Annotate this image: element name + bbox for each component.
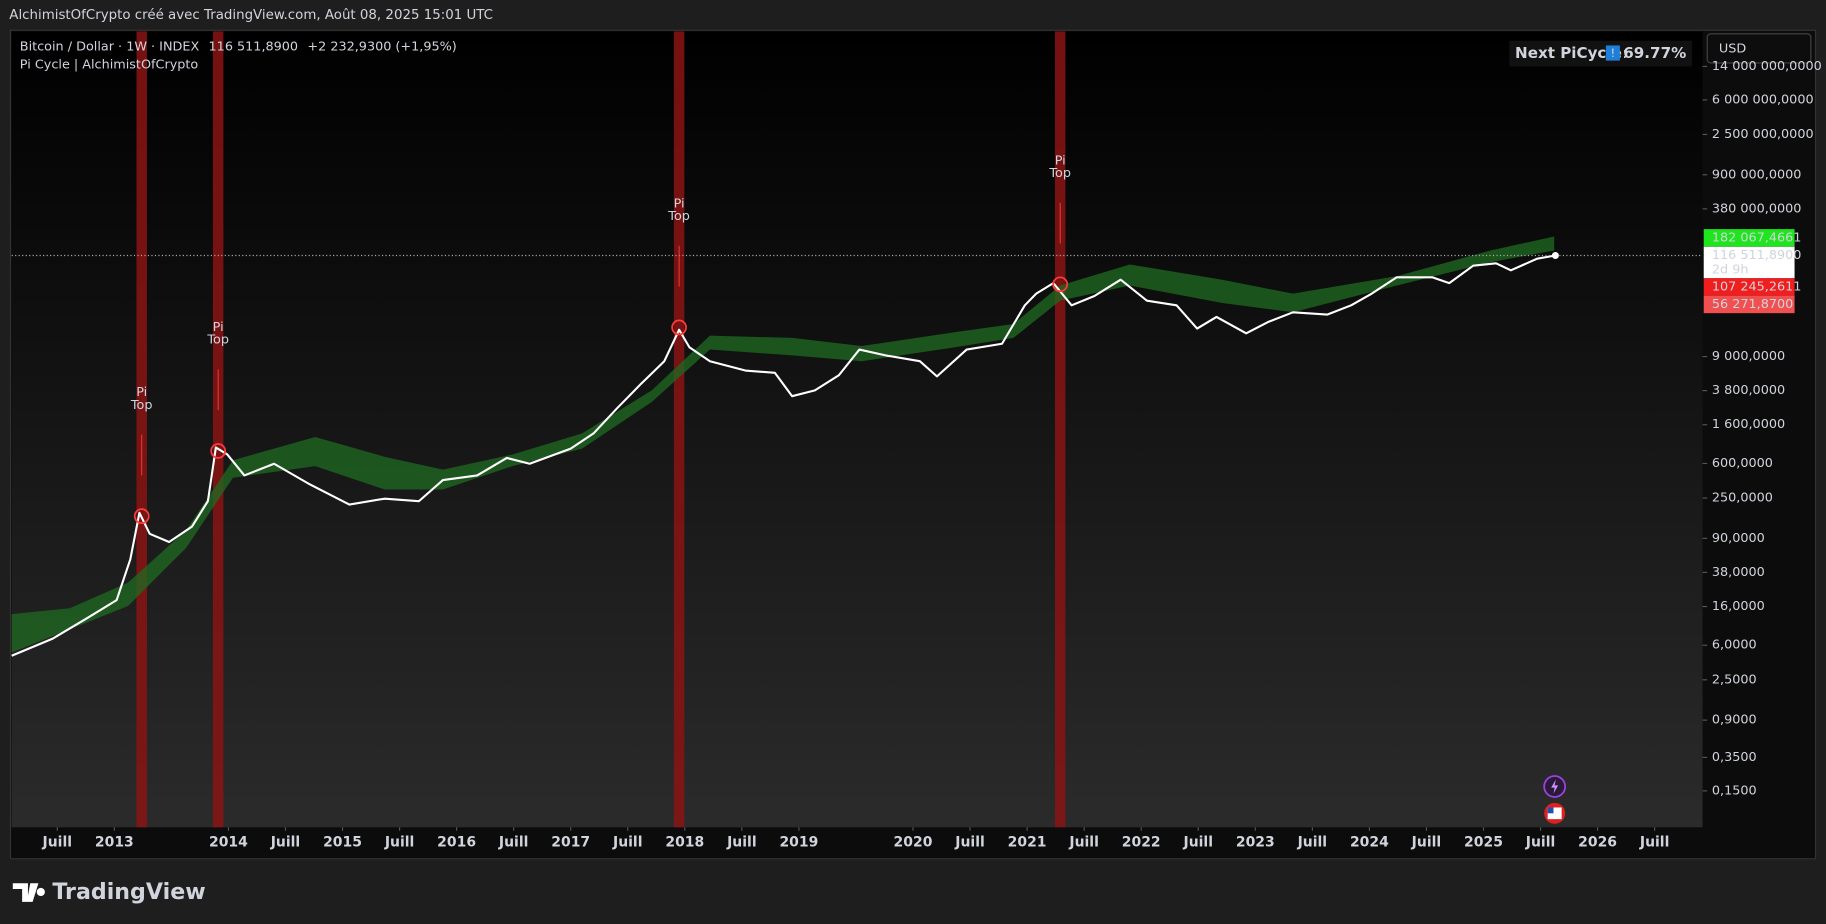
x-tick-label: 2024 xyxy=(1350,834,1389,850)
y-tick-label: 9 000,0000 xyxy=(1712,349,1785,364)
price-label-bg xyxy=(1703,295,1795,314)
x-tick-label: Juill xyxy=(42,834,73,850)
pi-top-marker xyxy=(210,443,227,459)
y-tick-label: 600,0000 xyxy=(1712,456,1773,471)
logo-mark xyxy=(12,883,45,902)
price-label: 107 245,2611 xyxy=(1712,279,1802,294)
pi-top-marker xyxy=(671,319,687,336)
y-tick-label: 1 600,0000 xyxy=(1712,417,1785,432)
y-tick-label: 6,0000 xyxy=(1712,638,1757,653)
x-tick-label: Juill xyxy=(384,834,415,850)
y-tick-label: 90,0000 xyxy=(1712,531,1765,546)
change: +2 232,9300 (+1,95%) xyxy=(307,39,456,54)
y-tick-label: 14 000 000,0000 xyxy=(1712,59,1822,74)
next-icon-bg xyxy=(1605,45,1620,61)
y-tick-label: 2,5000 xyxy=(1712,672,1757,687)
x-tick-label: Juill xyxy=(1525,834,1556,850)
x-tick-label: 2021 xyxy=(1008,834,1047,850)
next-icon: ! xyxy=(1611,46,1616,60)
price-label-sub: 2d 9h xyxy=(1712,263,1749,278)
pi-top-bar xyxy=(673,31,685,828)
pi-top-label: Pi xyxy=(213,320,224,335)
x-tick-label: Juill xyxy=(498,834,529,850)
price-label-bg xyxy=(1703,246,1795,279)
y-tick-label: 0,3500 xyxy=(1712,750,1757,765)
symbol: Bitcoin / Dollar · 1W · INDEX xyxy=(20,39,200,54)
currency-button[interactable] xyxy=(1706,33,1812,64)
legend-line: Bitcoin / Dollar · 1W · INDEX 116 511,890… xyxy=(20,39,457,54)
pi-top-label: Top xyxy=(130,398,153,413)
pi-top-bar xyxy=(212,31,224,828)
x-tick-label: 2017 xyxy=(551,834,590,850)
pi-top-label: Pi xyxy=(674,196,685,211)
x-tick-label: Juill xyxy=(726,834,757,850)
indicator-name: Pi Cycle | AlchimistOfCrypto xyxy=(20,58,199,73)
price: 116 511,8900 xyxy=(209,39,299,54)
x-tick-label: Juill xyxy=(954,834,985,850)
x-tick-label: Juill xyxy=(270,834,301,850)
last-point xyxy=(1551,251,1559,259)
x-tick-label: Juill xyxy=(1411,834,1442,850)
price-label-bg xyxy=(1703,278,1795,296)
x-tick-label: 2025 xyxy=(1464,834,1503,850)
flag xyxy=(1547,807,1562,820)
y-tick-label: 250,0000 xyxy=(1712,491,1773,506)
pi-top-label: Top xyxy=(206,333,229,348)
caption: AlchimistOfCrypto créé avec TradingView.… xyxy=(9,7,493,23)
brand: TradingView xyxy=(52,879,205,905)
lightning xyxy=(1551,779,1559,794)
next-label: Next PiCycle xyxy=(1515,44,1622,62)
x-tick-label: 2014 xyxy=(209,834,248,850)
flag-canton xyxy=(1547,807,1554,814)
x-tick-label: Juill xyxy=(1182,834,1213,850)
pi-top-label: Top xyxy=(667,209,690,224)
price-label: 182 067,4661 xyxy=(1712,230,1802,245)
pi-top-marker xyxy=(133,508,150,525)
price-line xyxy=(11,254,1556,657)
x-tick-label: 2019 xyxy=(779,834,818,850)
price-label: 116 511,8900 xyxy=(1712,248,1802,263)
y-tick-label: 6 000 000,0000 xyxy=(1712,92,1814,107)
x-tick-label: 2022 xyxy=(1122,834,1161,850)
next-value: 69.77% xyxy=(1623,44,1686,62)
pi-top-bar xyxy=(1054,31,1066,828)
y-tick-label: 3 800,0000 xyxy=(1712,383,1785,398)
x-tick-label: 2013 xyxy=(95,834,134,850)
price-label-bg xyxy=(1703,229,1795,247)
next-picycle-box xyxy=(1509,40,1693,67)
y-tick-label: 38,0000 xyxy=(1712,565,1765,580)
x-tick-label: 2016 xyxy=(437,834,476,850)
pi-top-bar xyxy=(136,31,147,828)
x-tick-label: 2026 xyxy=(1578,834,1617,850)
y-tick-label: 0,9000 xyxy=(1712,713,1757,728)
pi-top-label: Pi xyxy=(1055,153,1066,168)
plot-area xyxy=(11,31,1703,828)
pi-top-marker xyxy=(1052,276,1069,293)
y-tick-label: 16,0000 xyxy=(1712,599,1765,614)
x-tick-label: Juill xyxy=(1068,834,1099,850)
y-tick-label: 900 000,0000 xyxy=(1712,167,1802,182)
y-tick-label: 0,1500 xyxy=(1712,783,1757,798)
x-tick-label: Juill xyxy=(1297,834,1328,850)
pi-top-label: Pi xyxy=(136,385,147,400)
pi-top-label: Top xyxy=(1048,166,1071,181)
x-tick-label: Juill xyxy=(612,834,643,850)
x-tick-label: 2020 xyxy=(894,834,933,850)
next-sep: : xyxy=(1622,44,1627,62)
x-tick-label: 2023 xyxy=(1236,834,1275,850)
y-tick-label: 380 000,0000 xyxy=(1712,201,1802,216)
x-tick-label: 2018 xyxy=(665,834,704,850)
x-tick-label: Juill xyxy=(1639,834,1670,850)
x-tick-label: 2015 xyxy=(323,834,362,850)
y-tick-label: 2 500 000,0000 xyxy=(1712,127,1814,142)
currency[interactable]: USD xyxy=(1719,41,1746,56)
price-label: 56 271,8700 xyxy=(1712,297,1793,312)
